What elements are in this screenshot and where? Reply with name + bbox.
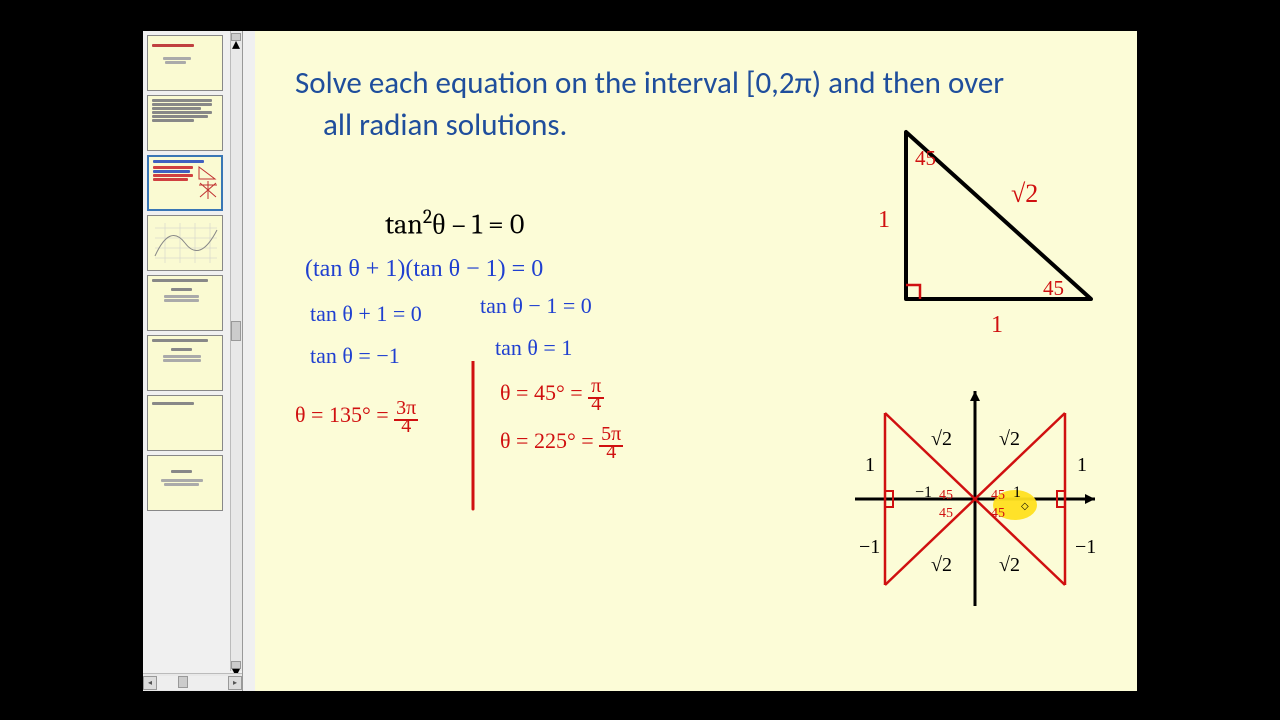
eq-sup: 2	[423, 205, 432, 228]
problem-prompt: Solve each equation on the interval [0,2…	[295, 63, 1087, 147]
svg-text:45: 45	[939, 506, 953, 521]
slide-area: Solve each equation on the interval [0,2…	[243, 31, 1137, 691]
hw-right-sol1-text: θ = 45° =	[500, 380, 588, 405]
frac-bot-2: 4	[591, 393, 601, 415]
svg-text:◇: ◇	[1021, 499, 1029, 512]
thumbnail-list	[143, 31, 229, 515]
eq-post: θ – 1 = 0	[432, 208, 524, 240]
svg-text:45: 45	[991, 506, 1005, 521]
frac-bot-3: 4	[606, 441, 616, 463]
tri-angle-top: 45	[915, 146, 936, 170]
tri-hyp: √2	[1011, 179, 1038, 208]
slide-thumb-3[interactable]	[147, 155, 223, 211]
hw-factored: (tan θ + 1)(tan θ − 1) = 0	[305, 257, 543, 281]
hscroll-right[interactable]: ▸	[228, 676, 242, 690]
hw-right-eq2: tan θ = 1	[495, 337, 572, 359]
svg-text:45: 45	[939, 488, 953, 503]
tri-angle-bot: 45	[1043, 276, 1064, 300]
hw-right-sol2-text: θ = 225° =	[500, 428, 599, 453]
hw-left-sol: θ = 135° = 3π4	[295, 399, 418, 435]
thumb-hscroll[interactable]: ◂ ▸	[143, 673, 242, 691]
slide-canvas: Solve each equation on the interval [0,2…	[255, 31, 1137, 691]
slide-thumb-5[interactable]	[147, 275, 223, 331]
tri-side-bot: 1	[991, 312, 1003, 338]
svg-text:√2: √2	[999, 554, 1020, 576]
hw-right-eq1: tan θ − 1 = 0	[480, 295, 592, 317]
unit-circle-diagram: ◇ √2 √2 √2 √2 1 1 −1 −1 −1 1 45 45 45 45	[835, 371, 1115, 621]
hw-right-sol2: θ = 225° = 5π4	[500, 425, 623, 461]
thumbnail-panel: ▴ ▾ ◂ ▸	[143, 31, 243, 691]
prompt-line2: all radian solutions.	[295, 106, 567, 144]
typeset-equation: tan2θ – 1 = 0	[385, 205, 524, 241]
svg-text:1: 1	[1013, 484, 1021, 501]
reference-triangle: 45 45 1 1 √2	[863, 127, 1113, 347]
svg-text:−1: −1	[1075, 536, 1096, 558]
hscroll-left[interactable]: ◂	[143, 676, 157, 690]
tri-side-left: 1	[878, 207, 890, 233]
thumb-scrollbar[interactable]: ▴ ▾	[230, 31, 242, 671]
hw-right-sol1: θ = 45° = π4	[500, 377, 604, 413]
hscroll-thumb-handle[interactable]	[178, 676, 188, 688]
slide-thumb-8[interactable]	[147, 455, 223, 511]
scroll-up-btn[interactable]: ▴	[231, 33, 241, 41]
prompt-line1: Solve each equation on the interval [0,2…	[295, 64, 1004, 102]
hw-left-sol-text: θ = 135° =	[295, 402, 394, 427]
scroll-thumb[interactable]	[231, 321, 241, 341]
app-frame: ▴ ▾ ◂ ▸ Solve each equation on the inter…	[143, 31, 1137, 691]
eq-pre: tan	[385, 208, 423, 240]
slide-thumb-6[interactable]	[147, 335, 223, 391]
hw-left-eq2: tan θ = −1	[310, 345, 400, 367]
svg-text:√2: √2	[999, 428, 1020, 450]
slide-thumb-1[interactable]	[147, 35, 223, 91]
svg-text:1: 1	[865, 454, 875, 476]
svg-text:1: 1	[1077, 454, 1087, 476]
svg-text:−1: −1	[915, 484, 932, 501]
hscroll-track[interactable]	[157, 676, 228, 690]
divider-line	[468, 361, 478, 511]
svg-text:45: 45	[991, 488, 1005, 503]
slide-thumb-2[interactable]	[147, 95, 223, 151]
svg-text:√2: √2	[931, 554, 952, 576]
hw-left-eq1: tan θ + 1 = 0	[310, 303, 422, 325]
slide-thumb-4[interactable]	[147, 215, 223, 271]
slide-thumb-7[interactable]	[147, 395, 223, 451]
svg-text:−1: −1	[859, 536, 880, 558]
svg-text:√2: √2	[931, 428, 952, 450]
frac-bot-1: 4	[401, 415, 411, 437]
scroll-down-btn[interactable]: ▾	[231, 661, 241, 669]
